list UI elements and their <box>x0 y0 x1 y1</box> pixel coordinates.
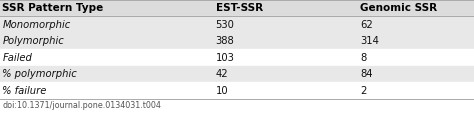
Text: 530: 530 <box>216 20 235 30</box>
Bar <box>0 66 474 82</box>
Text: 42: 42 <box>216 69 228 79</box>
Text: Monomorphic: Monomorphic <box>2 20 71 30</box>
Text: 2: 2 <box>360 86 366 96</box>
Bar <box>0 16 474 33</box>
Text: 314: 314 <box>360 36 379 46</box>
Text: SSR Pattern Type: SSR Pattern Type <box>2 3 104 13</box>
Text: 8: 8 <box>360 53 366 63</box>
Text: % failure: % failure <box>2 86 47 96</box>
Text: doi:10.1371/journal.pone.0134031.t004: doi:10.1371/journal.pone.0134031.t004 <box>2 101 161 110</box>
Text: Genomic SSR: Genomic SSR <box>360 3 438 13</box>
Text: EST-SSR: EST-SSR <box>216 3 263 13</box>
Text: 388: 388 <box>216 36 235 46</box>
Text: 103: 103 <box>216 53 235 63</box>
Text: % polymorphic: % polymorphic <box>2 69 77 79</box>
Text: 62: 62 <box>360 20 373 30</box>
Text: Failed: Failed <box>2 53 32 63</box>
Bar <box>0 49 474 66</box>
Text: 84: 84 <box>360 69 373 79</box>
Text: 10: 10 <box>216 86 228 96</box>
Bar <box>0 82 474 99</box>
Text: Polymorphic: Polymorphic <box>2 36 64 46</box>
Bar <box>0 0 474 16</box>
Bar <box>0 33 474 49</box>
